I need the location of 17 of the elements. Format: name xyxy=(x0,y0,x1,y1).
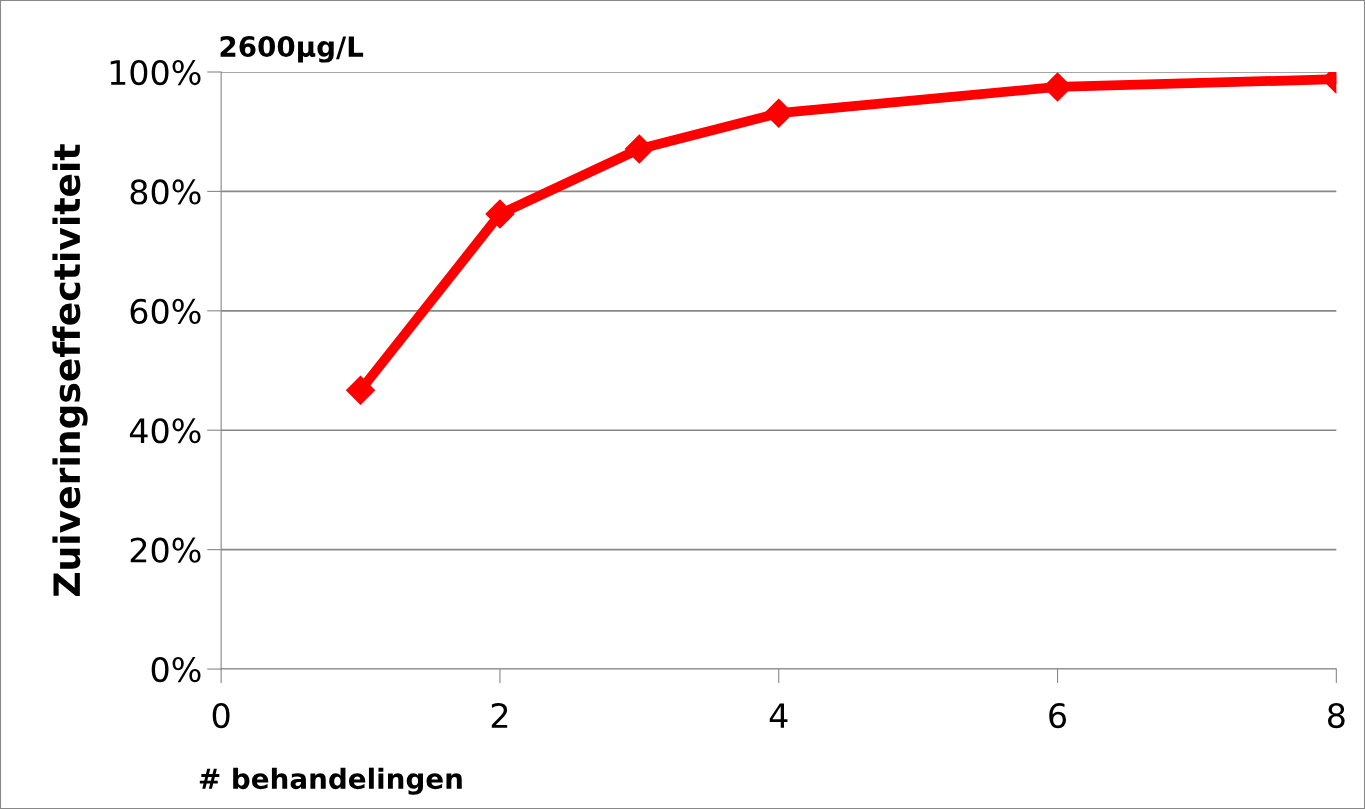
y-tick-label: 100% xyxy=(110,59,201,86)
y-tick-label: 40% xyxy=(129,418,201,444)
y-tick-label: 60% xyxy=(130,298,201,324)
y-tick-label: 80% xyxy=(130,179,201,205)
x-axis-title: # behandelingen xyxy=(199,767,462,795)
y-tick-label: 0% xyxy=(151,656,201,683)
x-tick-label: 2 xyxy=(491,702,508,728)
x-tick-label: 6 xyxy=(1049,702,1067,729)
x-tick-label: 4 xyxy=(769,703,788,728)
chart-title: 2600µg/L xyxy=(220,36,364,63)
y-axis-title: Zuiveringseffectiviteit xyxy=(52,144,88,597)
x-tick-label: 0 xyxy=(212,702,230,729)
x-tick-label: 8 xyxy=(1327,702,1345,729)
point xyxy=(624,134,654,164)
point xyxy=(485,199,515,229)
y-tick-label: 20% xyxy=(130,537,201,563)
point xyxy=(346,375,375,405)
